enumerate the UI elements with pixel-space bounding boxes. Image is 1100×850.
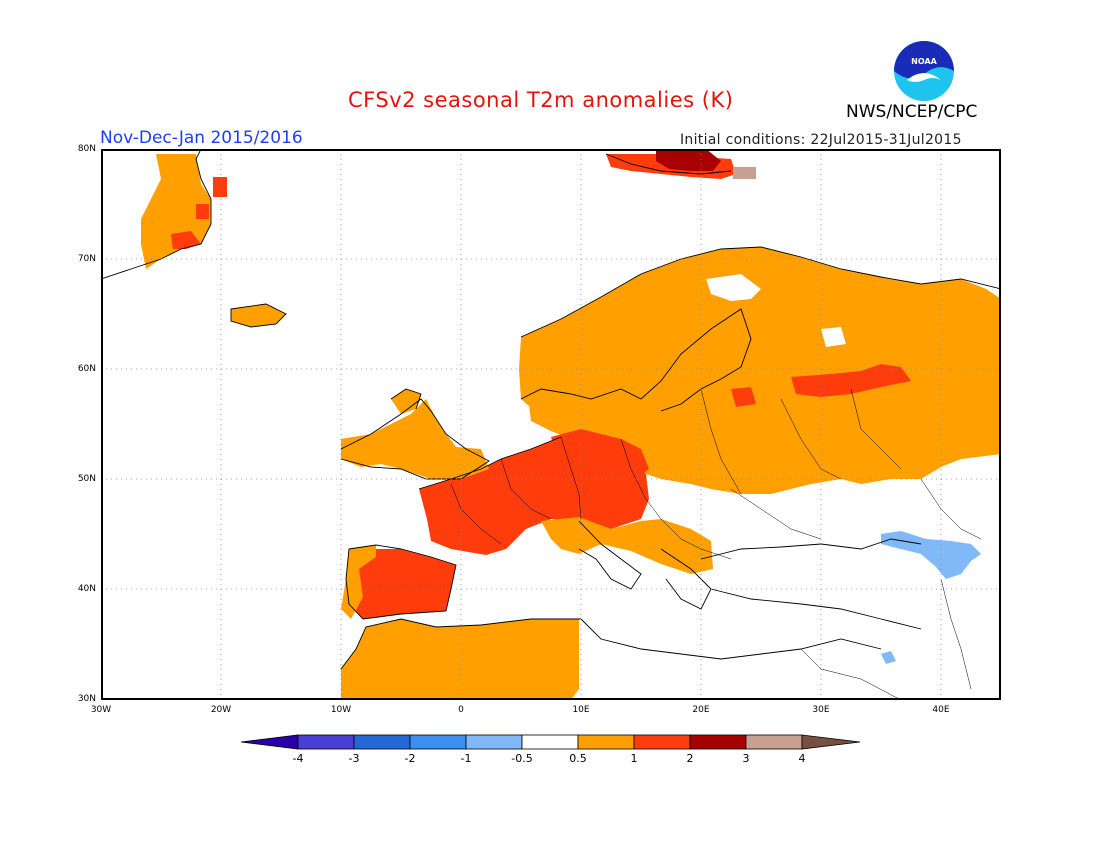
region-british-isles	[341, 399, 489, 479]
colorbar-cell	[577, 734, 635, 750]
logo-text: NOAA	[911, 57, 937, 66]
colorbar-cell	[521, 734, 579, 750]
borders	[450, 388, 982, 700]
x-tick-label: 0	[458, 705, 464, 715]
graticule	[101, 149, 1001, 700]
colorbar-label: -0.5	[511, 752, 533, 765]
y-tick-label: 50N	[77, 474, 96, 484]
anomaly-map	[101, 149, 1001, 700]
y-tick-label: 30N	[77, 694, 96, 704]
x-tick-label: 40E	[932, 705, 950, 715]
colorbar-label: 1	[630, 752, 638, 765]
organization-label: NWS/NCEP/CPC	[846, 102, 978, 122]
region-iberia	[349, 549, 456, 619]
colorbar-cell	[353, 734, 411, 750]
region-caucasus	[881, 531, 981, 579]
region-western-russia	[791, 364, 911, 397]
x-tick-label: 30W	[90, 705, 112, 715]
x-tick-label: 30E	[812, 705, 830, 715]
colorbar-label: 4	[798, 752, 806, 765]
colorbar-arrow-low	[240, 734, 299, 750]
region-scandinavia-russia	[519, 247, 1001, 494]
region-iceland	[231, 304, 286, 327]
colorbar-cell	[297, 734, 355, 750]
x-tick-label: 20W	[210, 705, 232, 715]
colorbar-cell	[633, 734, 691, 750]
region-north-africa	[341, 619, 579, 700]
colorbar-cell	[409, 734, 467, 750]
y-tick-label: 60N	[77, 364, 96, 374]
x-tick-label: 20E	[692, 705, 710, 715]
x-tick-label: 10E	[572, 705, 590, 715]
y-tick-label: 40N	[77, 584, 96, 594]
forecast-period: Nov-Dec-Jan 2015/2016	[100, 128, 303, 148]
colorbar-cell	[745, 734, 803, 750]
noaa-logo-icon: NOAA	[894, 41, 954, 101]
map-frame	[101, 149, 1001, 700]
colorbar-arrow-high	[801, 734, 861, 750]
colorbar-label: 2	[686, 752, 694, 765]
chart-title: CFSv2 seasonal T2m anomalies (K)	[348, 88, 734, 112]
colorbar-cell	[689, 734, 747, 750]
colorbar-label: 0.5	[569, 752, 587, 765]
x-tick-label: 10W	[330, 705, 352, 715]
colorbar-cell	[465, 734, 523, 750]
colorbar	[240, 734, 861, 750]
y-tick-label: 80N	[77, 144, 96, 154]
y-tick-label: 70N	[77, 254, 96, 264]
colorbar-label: -4	[292, 752, 304, 765]
anomaly-fill	[141, 149, 1001, 700]
colorbar-label: 3	[742, 752, 750, 765]
colorbar-label: -1	[460, 752, 472, 765]
colorbar-label: -3	[348, 752, 360, 765]
colorbar-label: -2	[404, 752, 416, 765]
initial-conditions: Initial conditions: 22Jul2015-31Jul2015	[680, 132, 962, 148]
